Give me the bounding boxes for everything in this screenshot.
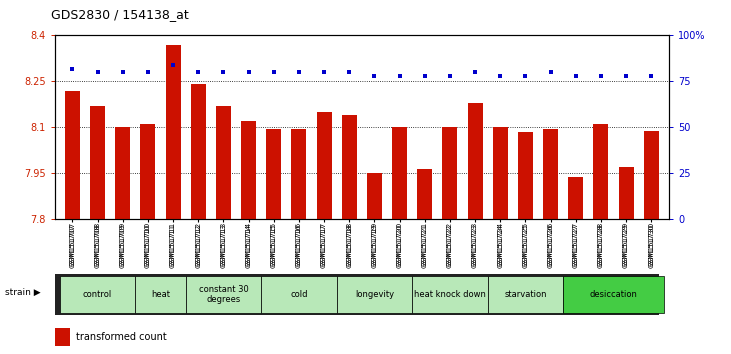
Text: GDS2830 / 154138_at: GDS2830 / 154138_at [51, 8, 189, 21]
Bar [518, 132, 533, 219]
Bar [618, 167, 634, 219]
Text: GSM151727: GSM151727 [573, 222, 579, 267]
Bar [594, 124, 608, 219]
Text: GSM151722: GSM151722 [447, 222, 453, 267]
Bar [644, 131, 659, 219]
Text: GSM151717: GSM151717 [321, 222, 327, 267]
Text: GSM151725: GSM151725 [523, 222, 529, 267]
Bar [115, 127, 130, 219]
Bar [90, 106, 105, 219]
Bar [140, 124, 156, 219]
Text: cold: cold [290, 290, 308, 299]
Text: longevity: longevity [355, 290, 394, 299]
Bar [543, 129, 558, 219]
Text: starvation: starvation [504, 290, 547, 299]
Text: heat knock down: heat knock down [414, 290, 486, 299]
Bar [186, 276, 261, 313]
Bar [417, 169, 432, 219]
Bar [241, 121, 256, 219]
Bar [392, 127, 407, 219]
Bar [216, 106, 231, 219]
Bar [468, 103, 482, 219]
Text: GSM151720: GSM151720 [397, 222, 403, 267]
Text: GSM151719: GSM151719 [371, 222, 377, 267]
Text: GSM151712: GSM151712 [195, 222, 201, 267]
Text: GSM151723: GSM151723 [472, 222, 478, 267]
Text: GSM151728: GSM151728 [598, 222, 604, 267]
Bar [165, 45, 181, 219]
Text: GSM151721: GSM151721 [422, 222, 428, 267]
Bar [341, 115, 357, 219]
Text: GSM151713: GSM151713 [221, 222, 227, 267]
Bar [563, 276, 664, 313]
Bar [317, 112, 332, 219]
Text: GSM151711: GSM151711 [170, 222, 176, 267]
Bar [442, 127, 458, 219]
Bar [337, 276, 412, 313]
Text: GSM151710: GSM151710 [145, 222, 151, 267]
Text: GSM151730: GSM151730 [648, 222, 654, 267]
Bar [367, 173, 382, 219]
Bar [292, 129, 306, 219]
Text: control: control [83, 290, 113, 299]
Bar [191, 85, 206, 219]
Bar [261, 276, 337, 313]
Text: GSM151707: GSM151707 [69, 222, 75, 267]
Bar [568, 177, 583, 219]
Bar [65, 91, 80, 219]
Text: GSM151708: GSM151708 [94, 222, 101, 267]
Text: GSM151715: GSM151715 [270, 222, 277, 267]
Bar [135, 276, 186, 313]
Bar [266, 129, 281, 219]
Text: desiccation: desiccation [590, 290, 637, 299]
Text: strain ▶: strain ▶ [6, 288, 41, 297]
Bar [493, 127, 508, 219]
Text: GSM151718: GSM151718 [346, 222, 352, 267]
Text: constant 30
degrees: constant 30 degrees [199, 285, 249, 304]
Text: GSM151714: GSM151714 [246, 222, 251, 267]
Text: GSM151726: GSM151726 [548, 222, 553, 267]
Text: GSM151716: GSM151716 [296, 222, 302, 267]
Text: GSM151709: GSM151709 [120, 222, 126, 267]
Bar [488, 276, 563, 313]
Text: GSM151729: GSM151729 [623, 222, 629, 267]
Bar [412, 276, 488, 313]
Bar [60, 276, 135, 313]
Text: transformed count: transformed count [76, 332, 167, 342]
Text: heat: heat [151, 290, 170, 299]
Text: GSM151724: GSM151724 [497, 222, 503, 267]
Bar [55, 328, 70, 346]
